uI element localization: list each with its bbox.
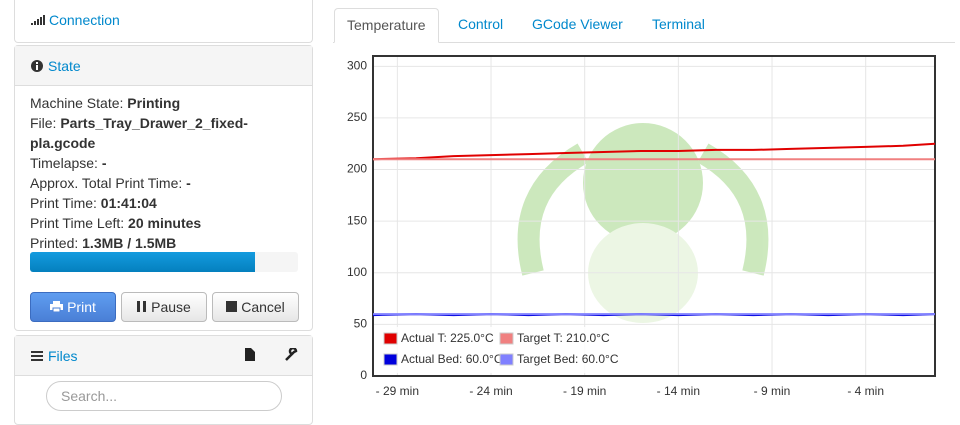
search-placeholder: Search... [61, 388, 118, 404]
print-label: Print [67, 299, 96, 315]
state-row: Machine State: Printing [30, 93, 262, 113]
legend-swatch [383, 353, 398, 366]
y-tick-label: 300 [347, 58, 367, 72]
state-rows: Machine State: Printing File: Parts_Tray_… [30, 93, 262, 253]
upload-icon[interactable] [245, 348, 255, 361]
print-icon [50, 301, 64, 313]
y-tick-label: 0 [360, 368, 367, 382]
row-value: 20 minutes [128, 215, 202, 231]
signal-icon [31, 15, 45, 25]
row-value: Parts_Tray_Drawer_2_fixed-pla.gcode [30, 115, 248, 151]
connection-panel: Connection [14, 0, 313, 43]
row-label: Print Time Left: [30, 215, 125, 231]
y-tick-label: 200 [347, 162, 367, 176]
y-tick-label: 250 [347, 110, 367, 124]
legend-label: Actual Bed: 60.0°C [401, 352, 503, 366]
row-label: Approx. Total Print Time: [30, 175, 183, 191]
legend-box [378, 327, 620, 373]
page: Connection State Machine State: Printing… [14, 0, 955, 425]
tab-label: Control [458, 16, 504, 32]
x-tick-label: - 14 min [657, 384, 700, 398]
tab-content-border [333, 42, 955, 423]
row-label: Machine State: [30, 95, 124, 111]
row-value: - [101, 155, 107, 171]
row-label: Printed: [30, 235, 79, 251]
files-header[interactable]: Files [15, 336, 312, 376]
tab-label: Terminal [652, 16, 705, 32]
legend-swatch [499, 353, 514, 366]
button-row: Print Pause Cancel [30, 292, 300, 322]
legend-swatch [499, 332, 514, 345]
pause-label: Pause [151, 299, 191, 315]
y-tick-label: 150 [347, 213, 367, 227]
cancel-button[interactable]: Cancel [212, 292, 299, 322]
x-tick-label: - 9 min [754, 384, 791, 398]
x-tick-label: - 19 min [563, 384, 606, 398]
state-row: File: Parts_Tray_Drawer_2_fixed-pla.gcod… [30, 113, 262, 153]
tab-label: GCode Viewer [532, 16, 623, 32]
row-value: Printing [127, 95, 181, 111]
y-tick-label: 50 [354, 317, 368, 331]
x-tick-label: - 29 min [376, 384, 419, 398]
wrench-icon[interactable] [285, 348, 298, 361]
stop-icon [226, 301, 238, 312]
pause-button[interactable]: Pause [121, 292, 207, 322]
state-row: Print Time Left: 20 minutes [30, 213, 262, 233]
state-panel: State Machine State: Printing File: Parts… [14, 45, 313, 331]
connection-header[interactable]: Connection [15, 0, 312, 40]
row-value: 01:41:04 [100, 195, 157, 211]
files-panel: Files Search... [14, 335, 313, 425]
legend-swatch [383, 332, 398, 345]
tab-gcode-viewer[interactable]: GCode Viewer [520, 8, 635, 42]
tab-temperature[interactable]: Temperature [334, 8, 439, 43]
legend-label: Target Bed: 60.0°C [517, 352, 619, 366]
state-header[interactable]: State [15, 46, 312, 86]
legend-label: Target T: 210.0°C [517, 331, 610, 345]
x-tick-label: - 24 min [469, 384, 512, 398]
state-row: Approx. Total Print Time: - [30, 173, 262, 193]
list-icon [31, 351, 43, 361]
y-tick-label: 100 [347, 265, 367, 279]
files-title: Files [48, 348, 78, 364]
connection-title: Connection [49, 12, 120, 28]
progress-bar [30, 252, 256, 272]
search-box[interactable]: Search... [46, 381, 282, 411]
row-label: Print Time: [30, 195, 97, 211]
state-row: Printed: 1.3MB / 1.5MB [30, 233, 262, 253]
series-line [372, 142, 936, 161]
tab-terminal[interactable]: Terminal [640, 8, 717, 42]
pause-icon [137, 301, 147, 312]
state-title: State [48, 58, 81, 74]
state-row: Timelapse: - [30, 153, 262, 173]
legend-label: Actual T: 225.0°C [401, 331, 494, 345]
row-value: 1.3MB / 1.5MB [82, 235, 177, 251]
state-row: Print Time: 01:41:04 [30, 193, 262, 213]
row-value: - [186, 175, 191, 191]
plot-border [372, 55, 936, 377]
print-button[interactable]: Print [30, 292, 116, 322]
info-icon [31, 60, 43, 72]
tab-control[interactable]: Control [446, 8, 515, 42]
temperature-chart: 0 50 100 150 200 250 300 - 29 min - 24 min - 19 m… [347, 55, 936, 398]
row-label: File: [30, 115, 57, 131]
tab-label: Temperature [347, 17, 426, 33]
cancel-label: Cancel [241, 299, 285, 315]
x-tick-label: - 4 min [847, 384, 884, 398]
progress-track [30, 252, 298, 272]
row-label: Timelapse: [30, 155, 98, 171]
